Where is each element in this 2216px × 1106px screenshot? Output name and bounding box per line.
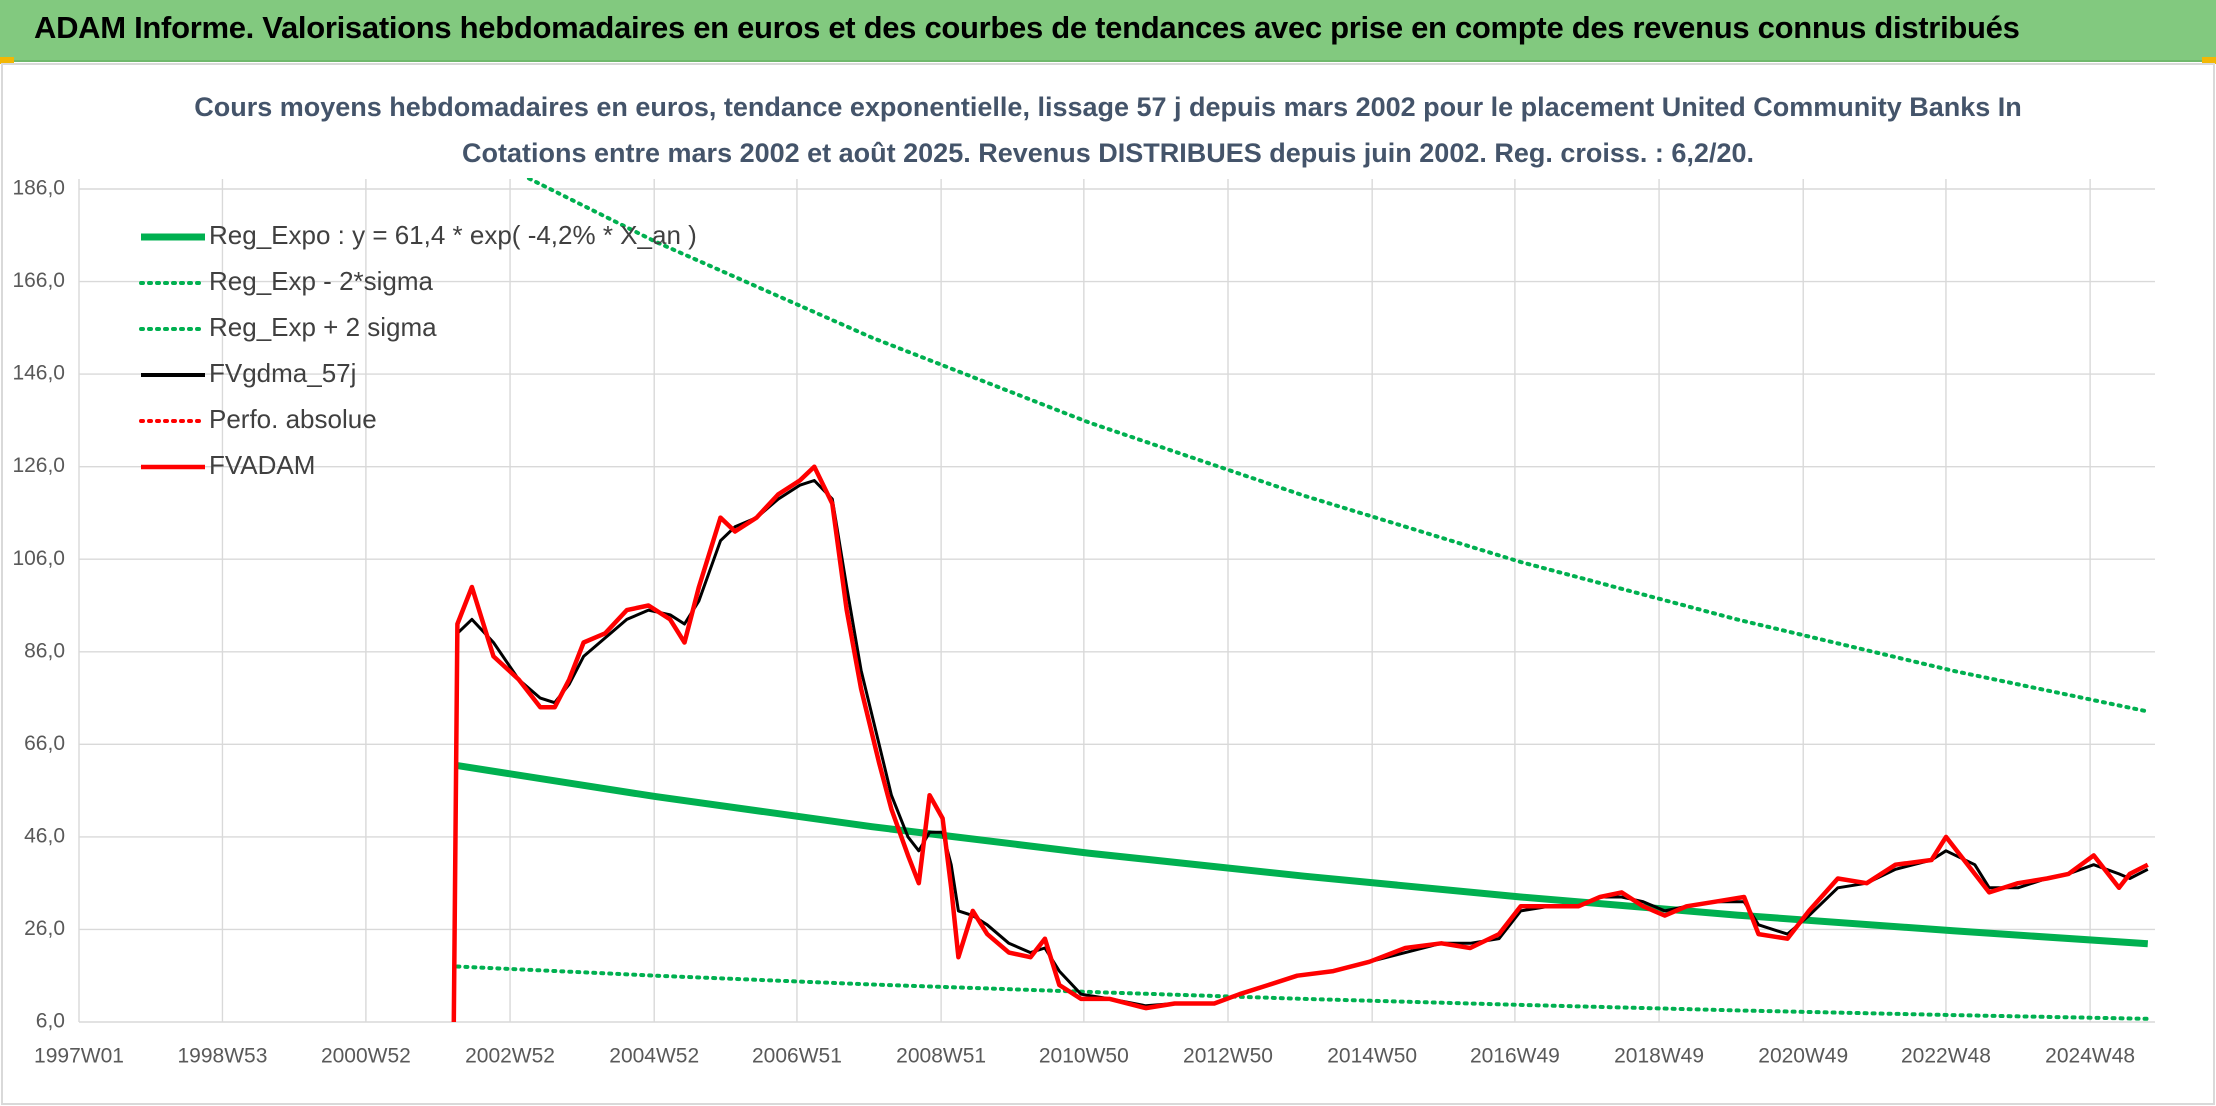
x-tick-label: 2020W49 (1758, 1045, 1848, 1068)
x-tick-label: 2018W49 (1614, 1045, 1704, 1068)
legend: Reg_Expo : y = 61,4 * exp( -4,2% * X_an … (139, 220, 697, 480)
y-tick-label: 26,0 (24, 917, 65, 940)
legend-label: FVgdma_57j (209, 358, 356, 388)
x-tick-label: 2016W49 (1470, 1045, 1560, 1068)
x-tick-label: 2010W50 (1039, 1045, 1129, 1068)
series-line (455, 964, 2150, 1021)
corner-mark (2202, 57, 2216, 64)
x-tick-label: 2006W51 (752, 1045, 842, 1068)
y-tick-label: 66,0 (24, 732, 65, 755)
y-tick-label: 106,0 (12, 547, 65, 570)
y-tick-label: 126,0 (12, 454, 65, 477)
y-tick-label: 6,0 (36, 1010, 65, 1033)
legend-label: FVADAM (209, 450, 315, 480)
x-tick-label: 2004W52 (609, 1045, 699, 1068)
grid: 6,0 26,0 46,0 66,0 86,0 106,0 126,0 146,0 166,0 1… (12, 177, 2155, 1068)
legend-label: Reg_Exp + 2 sigma (209, 312, 437, 342)
banner: ADAM Informe. Valorisations hebdomadaire… (0, 0, 2216, 62)
chart-subtitle: Cotations entre mars 2002 et août 2025. … (462, 138, 1754, 168)
y-tick-label: 46,0 (24, 824, 65, 847)
x-tick-label: 2012W50 (1183, 1045, 1273, 1068)
x-tick-label: 2000W52 (321, 1045, 411, 1068)
x-tick-label: 1998W53 (177, 1045, 267, 1068)
legend-label: Reg_Expo : y = 61,4 * exp( -4,2% * X_an … (209, 220, 697, 250)
y-tick-label: 86,0 (24, 639, 65, 662)
y-tick-label: 186,0 (12, 177, 65, 200)
chart: Cours moyens hebdomadaires en euros, ten… (1, 63, 2215, 1105)
legend-label: Reg_Exp - 2*sigma (209, 266, 434, 296)
x-tick-label: 1997W01 (34, 1045, 124, 1068)
x-tick-label: 2024W48 (2045, 1045, 2135, 1068)
y-tick-label: 166,0 (12, 269, 65, 292)
chart-title: Cours moyens hebdomadaires en euros, ten… (194, 92, 2022, 122)
series-line (451, 464, 2149, 1023)
series-line (456, 762, 2149, 948)
x-tick-label: 2022W48 (1901, 1045, 1991, 1068)
banner-title: ADAM Informe. Valorisations hebdomadaire… (34, 10, 2020, 45)
x-tick-label: 2002W52 (465, 1045, 555, 1068)
legend-label: Perfo. absolue (209, 404, 377, 434)
y-tick-label: 146,0 (12, 362, 65, 385)
x-tick-label: 2014W50 (1327, 1045, 1417, 1068)
series-line (523, 178, 2150, 714)
chart-frame (1, 63, 2215, 1105)
plot (451, 178, 2150, 1023)
corner-mark (0, 57, 14, 64)
x-tick-label: 2008W51 (896, 1045, 986, 1068)
